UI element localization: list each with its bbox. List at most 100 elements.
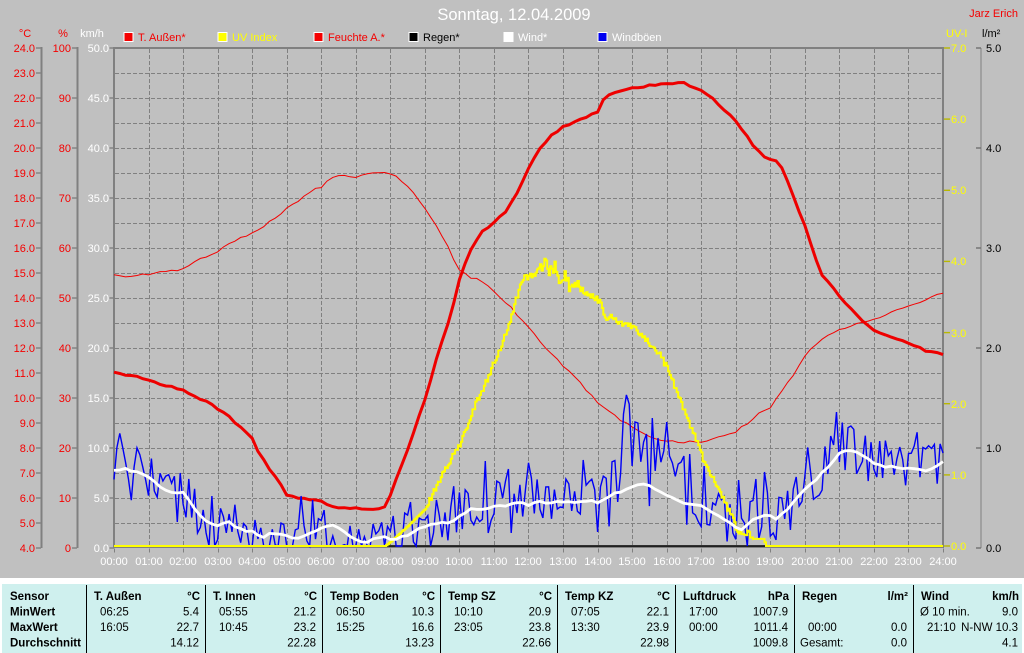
svg-text:2.0: 2.0 — [951, 399, 966, 411]
svg-text:22:00: 22:00 — [860, 556, 888, 568]
svg-text:22.66: 22.66 — [522, 638, 551, 650]
svg-text:20.0: 20.0 — [88, 343, 109, 355]
svg-text:2.0: 2.0 — [986, 343, 1001, 355]
svg-text:1.0: 1.0 — [951, 470, 966, 482]
svg-text:22.7: 22.7 — [177, 622, 199, 634]
svg-text:l/m²: l/m² — [888, 591, 909, 603]
svg-text:hPa: hPa — [768, 591, 790, 603]
svg-text:25.0: 25.0 — [88, 293, 109, 305]
svg-text:23.0: 23.0 — [14, 68, 35, 80]
svg-text:09:00: 09:00 — [411, 556, 439, 568]
svg-text:06:25: 06:25 — [100, 607, 129, 619]
svg-text:24.0: 24.0 — [14, 43, 35, 55]
svg-text:90: 90 — [59, 93, 71, 105]
svg-text:40.0: 40.0 — [88, 143, 109, 155]
svg-text:21.2: 21.2 — [294, 607, 316, 619]
svg-text:23:05: 23:05 — [454, 622, 483, 634]
svg-text:02:00: 02:00 — [169, 556, 197, 568]
svg-text:60: 60 — [59, 243, 71, 255]
svg-text:3.0: 3.0 — [986, 243, 1001, 255]
svg-text:0.0: 0.0 — [951, 541, 966, 553]
svg-text:19.0: 19.0 — [14, 168, 35, 180]
svg-text:13:00: 13:00 — [549, 556, 577, 568]
svg-text:3.0: 3.0 — [951, 328, 966, 340]
svg-text:12:00: 12:00 — [514, 556, 542, 568]
svg-text:1009.8: 1009.8 — [753, 638, 788, 650]
svg-text:10.0: 10.0 — [88, 443, 109, 455]
svg-text:00:00: 00:00 — [808, 622, 837, 634]
svg-text:Temp KZ: Temp KZ — [565, 591, 613, 603]
svg-text:Feuchte A.*: Feuchte A.* — [328, 32, 386, 44]
svg-text:°C: °C — [19, 28, 31, 40]
svg-text:22.0: 22.0 — [14, 93, 35, 105]
svg-text:50: 50 — [59, 293, 71, 305]
svg-text:MinWert: MinWert — [10, 607, 55, 619]
svg-text:10.3: 10.3 — [412, 607, 434, 619]
svg-text:0.0: 0.0 — [986, 543, 1001, 555]
svg-text:22.28: 22.28 — [287, 638, 316, 650]
svg-text:4.0: 4.0 — [951, 256, 966, 268]
svg-text:5.0: 5.0 — [94, 493, 109, 505]
svg-text:1007.9: 1007.9 — [753, 607, 788, 619]
svg-text:11.0: 11.0 — [14, 368, 35, 380]
svg-text:6.0: 6.0 — [951, 114, 966, 126]
svg-text:5.0: 5.0 — [986, 43, 1001, 55]
svg-text:17.0: 17.0 — [14, 218, 35, 230]
svg-text:km/h: km/h — [992, 591, 1019, 603]
svg-text:10.0: 10.0 — [14, 393, 35, 405]
svg-text:4.1: 4.1 — [1002, 638, 1018, 650]
svg-text:Sonntag, 12.04.2009: Sonntag, 12.04.2009 — [437, 6, 590, 24]
svg-text:5.0: 5.0 — [951, 185, 966, 197]
svg-text:20.0: 20.0 — [14, 143, 35, 155]
svg-text:T. Außen*: T. Außen* — [138, 32, 186, 44]
svg-text:21:10: 21:10 — [927, 622, 956, 634]
svg-text:%: % — [58, 28, 68, 40]
svg-text:4.0: 4.0 — [986, 143, 1001, 155]
svg-text:Sensor: Sensor — [10, 591, 50, 603]
svg-text:MaxWert: MaxWert — [10, 622, 58, 634]
svg-text:07:00: 07:00 — [342, 556, 370, 568]
svg-text:6.0: 6.0 — [20, 493, 35, 505]
svg-text:T. Innen: T. Innen — [213, 591, 256, 603]
svg-text:7.0: 7.0 — [20, 468, 35, 480]
svg-text:°C: °C — [304, 591, 317, 603]
svg-text:22.1: 22.1 — [647, 607, 669, 619]
svg-text:8.0: 8.0 — [20, 443, 35, 455]
svg-text:45.0: 45.0 — [88, 93, 109, 105]
svg-text:T. Außen: T. Außen — [94, 591, 142, 603]
svg-text:Regen*: Regen* — [423, 32, 460, 44]
svg-text:35.0: 35.0 — [88, 193, 109, 205]
svg-text:°C: °C — [539, 591, 552, 603]
svg-text:Temp Boden: Temp Boden — [330, 591, 399, 603]
svg-text:1.0: 1.0 — [986, 443, 1001, 455]
svg-text:15.0: 15.0 — [14, 268, 35, 280]
svg-text:30.0: 30.0 — [88, 243, 109, 255]
svg-text:14.0: 14.0 — [14, 293, 35, 305]
svg-text:15:25: 15:25 — [336, 622, 365, 634]
svg-text:19:00: 19:00 — [756, 556, 784, 568]
svg-text:UV-I: UV-I — [946, 28, 967, 40]
svg-text:05:55: 05:55 — [219, 607, 248, 619]
svg-text:23.8: 23.8 — [529, 622, 551, 634]
svg-text:16.6: 16.6 — [412, 622, 434, 634]
svg-text:17:00: 17:00 — [687, 556, 715, 568]
svg-text:04:00: 04:00 — [238, 556, 266, 568]
svg-text:10: 10 — [59, 493, 71, 505]
svg-text:°C: °C — [422, 591, 435, 603]
svg-text:23:00: 23:00 — [894, 556, 922, 568]
svg-text:70: 70 — [59, 193, 71, 205]
svg-text:100: 100 — [53, 43, 71, 55]
svg-text:Ø 10 min.: Ø 10 min. — [920, 607, 970, 619]
svg-text:18:00: 18:00 — [722, 556, 750, 568]
svg-text:10:45: 10:45 — [219, 622, 248, 634]
svg-text:5.0: 5.0 — [20, 518, 35, 530]
svg-text:13.23: 13.23 — [405, 638, 434, 650]
svg-text:18.0: 18.0 — [14, 193, 35, 205]
svg-text:16:00: 16:00 — [653, 556, 681, 568]
svg-text:22.98: 22.98 — [640, 638, 669, 650]
svg-text:20.9: 20.9 — [529, 607, 551, 619]
svg-text:°C: °C — [187, 591, 200, 603]
svg-text:15:00: 15:00 — [618, 556, 646, 568]
svg-text:21.0: 21.0 — [14, 118, 35, 130]
svg-text:05:00: 05:00 — [273, 556, 301, 568]
